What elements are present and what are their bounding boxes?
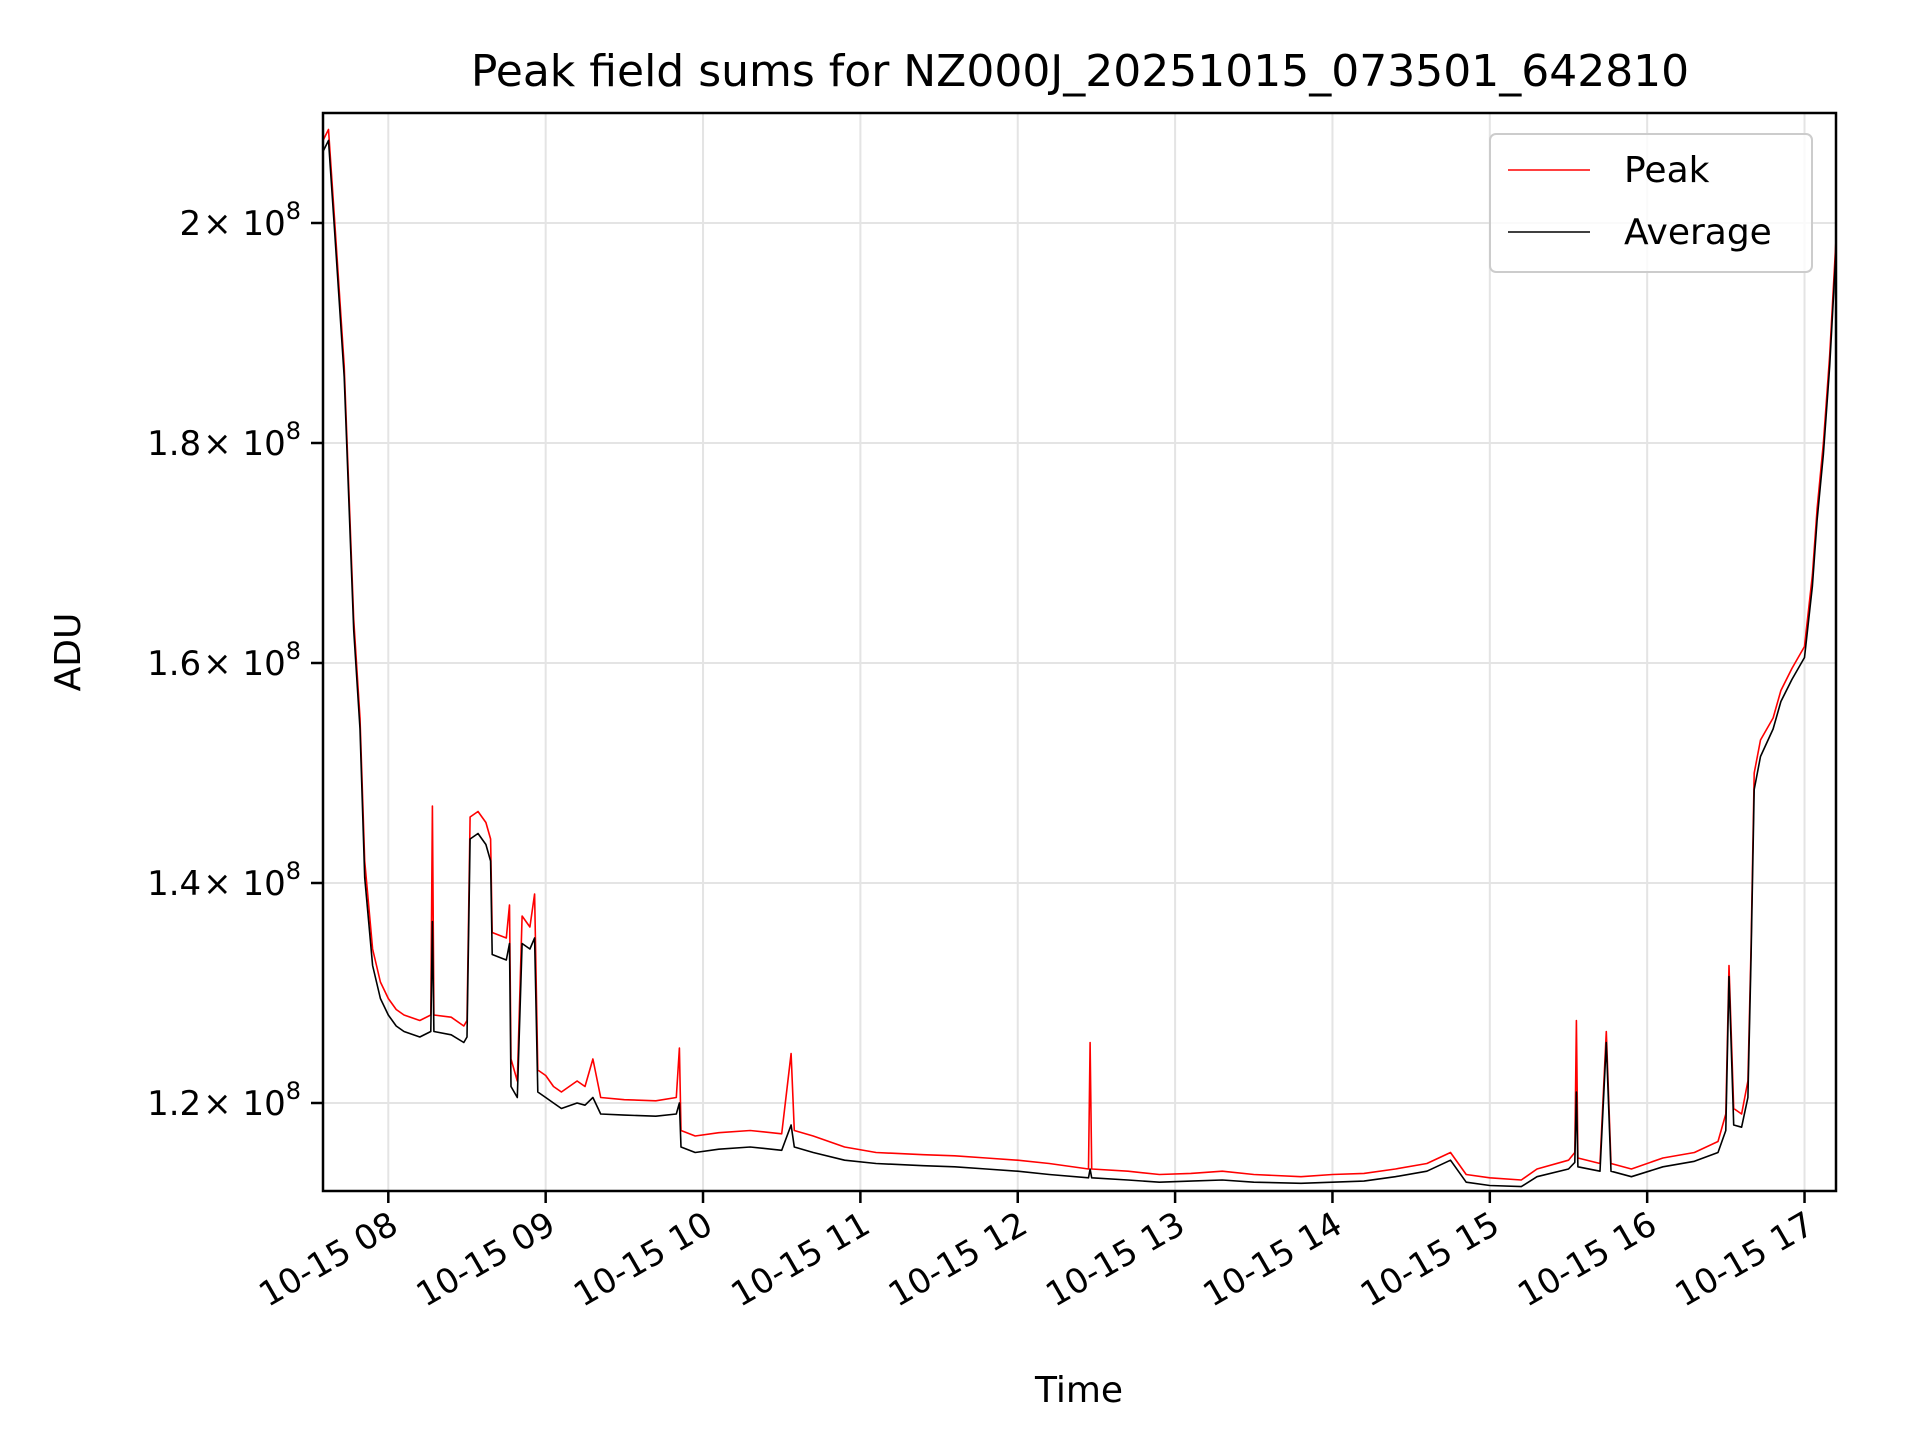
y-tick-multiplier: × 10 [203,644,286,684]
y-tick-exponent: 8 [286,417,301,445]
y-tick-multiplier: × 10 [203,204,286,244]
series-line-peak [322,128,1837,1181]
y-tick-label: 2× 108 [180,197,301,244]
x-axis-label: Time [1034,1370,1123,1411]
x-tick-label: 10-15 10 [567,1204,719,1315]
x-axis-ticks: 10-15 08 10-15 09 10-15 10 10-15 11 10-15 12… [252,1191,1821,1315]
y-tick-multiplier: × 10 [203,1084,286,1124]
y-tick-mantissa: 1.4 [147,864,201,904]
x-tick-label: 10-15 15 [1354,1204,1506,1315]
y-tick-mantissa: 1.6 [147,644,201,684]
y-tick-exponent: 8 [286,637,301,665]
y-tick-mantissa: 1.2 [147,1084,201,1124]
x-tick-label: 10-15 16 [1511,1204,1663,1315]
y-tick-multiplier: × 10 [203,864,286,904]
legend: Peak Average [1489,133,1813,273]
y-tick-exponent: 8 [286,1077,301,1105]
y-tick-label: 1.2× 108 [147,1077,301,1124]
y-tick-exponent: 8 [286,857,301,885]
y-tick-label: 1.4× 108 [147,857,301,904]
x-tick-label: 10-15 09 [410,1204,562,1315]
y-tick-exponent: 8 [286,197,301,225]
x-tick-label: 10-15 11 [724,1204,876,1315]
y-tick-mantissa: 1.8 [147,424,201,464]
plot-frame [321,111,1838,1193]
legend-label-average: Average [1624,212,1772,253]
legend-box [1489,133,1813,273]
horizontal-gridlines [323,222,1836,1104]
x-tick-label: 10-15 13 [1039,1204,1191,1315]
y-axis-label: ADU [48,613,89,692]
x-tick-label: 10-15 08 [252,1204,404,1315]
x-tick-label: 10-15 14 [1197,1204,1349,1315]
plot-lines [322,128,1837,1188]
x-tick-label: 10-15 17 [1669,1204,1821,1315]
legend-label-peak: Peak [1624,150,1710,191]
y-tick-multiplier: × 10 [203,424,286,464]
vertical-gridlines [387,113,1806,1191]
y-tick-label: 1.8× 108 [147,417,301,464]
x-tick-label: 10-15 12 [882,1204,1034,1315]
chart-title: Peak field sums for NZ000J_20251015_0735… [471,46,1689,97]
y-tick-label: 1.6× 108 [147,637,301,684]
series-line-average [322,139,1837,1188]
y-tick-mantissa: 2 [180,204,202,244]
